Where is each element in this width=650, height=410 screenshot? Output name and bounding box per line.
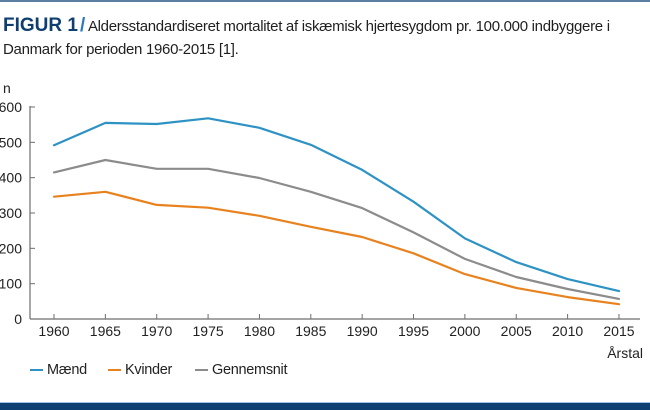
y-tick-label: 0 (14, 311, 22, 327)
legend-label-kvinder: Kvinder (125, 362, 173, 378)
y-tick-label: 100 (0, 276, 22, 292)
y-tick-label: 600 (0, 99, 22, 115)
x-tick-label: 1990 (347, 323, 378, 339)
series-line-kvinder (52, 190, 621, 306)
bottom-accent-line (0, 402, 650, 403)
axes (29, 106, 640, 320)
legend-label-gennemsnit: Gennemsnit (212, 362, 288, 378)
legend-swatch-maend (30, 369, 43, 371)
figure-label: FIGUR 1 (3, 15, 78, 36)
legend-swatch-kvinder (108, 369, 121, 371)
x-tick-label: 2000 (449, 323, 480, 339)
legend-item-gennemsnit: Gennemsnit (195, 360, 287, 380)
x-tick-label: 1985 (295, 323, 326, 339)
legend-item-kvinder: Kvinder (108, 360, 172, 380)
y-axis-title: n (3, 80, 11, 96)
series-line-gennemsnit (52, 158, 621, 300)
x-tick-label: 1960 (38, 323, 69, 339)
series-lines (52, 117, 621, 306)
figure-caption: Aldersstandardiseret mortalitet af iskæm… (3, 18, 610, 58)
bottom-bar (0, 403, 650, 410)
y-tick-label: 300 (0, 205, 22, 221)
figure-separator: / (79, 15, 85, 36)
x-tick-label: 2010 (552, 323, 583, 339)
x-axis-title: Årstal (607, 345, 643, 361)
x-tick-label: 1980 (244, 323, 275, 339)
y-tick-label: 200 (0, 240, 22, 256)
legend-swatch-gennemsnit (195, 369, 208, 371)
x-tick-label: 1995 (398, 323, 429, 339)
legend-item-maend: Mænd (30, 360, 87, 380)
top-rule (0, 0, 650, 2)
legend-label-maend: Mænd (47, 362, 87, 378)
y-tick-label: 500 (0, 134, 22, 150)
x-tick-label: 1975 (193, 323, 224, 339)
x-tick-label: 2015 (603, 323, 634, 339)
x-ticks: 1960 1965 1970 1975 1980 1985 1990 1995 2000 2005… (38, 314, 635, 339)
figure-title: FIGUR 1/Aldersstandardiseret mortalitet … (3, 14, 643, 61)
x-tick-label: 1965 (90, 323, 121, 339)
series-line-maend (52, 117, 621, 293)
y-tick-label: 400 (0, 170, 22, 186)
x-tick-label: 1970 (141, 323, 172, 339)
x-tick-label: 2005 (501, 323, 532, 339)
y-ticks: 0 100 200 300 400 500 600 (0, 99, 35, 327)
